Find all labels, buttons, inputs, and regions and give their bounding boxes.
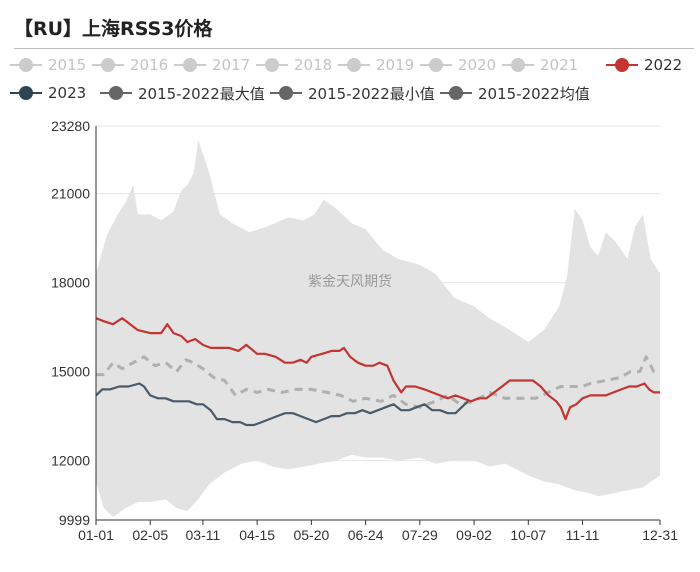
x-tick-label: 06-24 [348, 527, 384, 543]
y-tick-label: 21000 [51, 186, 90, 202]
legend-marker-icon [606, 57, 638, 73]
legend-item-2016[interactable]: 2016 [92, 52, 168, 78]
legend-marker-icon [100, 85, 132, 101]
watermark: 紫金天风期货 [308, 273, 392, 290]
x-tick-label: 12-31 [642, 527, 678, 543]
x-tick-label: 10-07 [510, 527, 546, 543]
legend-item-2020[interactable]: 2020 [420, 52, 496, 78]
legend-marker-icon [174, 57, 206, 73]
legend-item-2015-2022最大值[interactable]: 2015-2022最大值 [100, 80, 265, 106]
series-line-2022 [95, 317, 660, 421]
legend-label: 2015-2022最大值 [138, 84, 265, 103]
legend-item-2015-2022均值[interactable]: 2015-2022均值 [440, 80, 590, 106]
legend-marker-icon [420, 57, 452, 73]
legend-label: 2015 [48, 56, 87, 74]
legend-label: 2021 [540, 56, 579, 74]
x-tick-label: 09-02 [456, 527, 492, 543]
series-line-2023 [95, 382, 469, 427]
legend-label: 2022 [644, 56, 683, 74]
x-tick-label: 11-11 [566, 527, 600, 543]
legend-item-2018[interactable]: 2018 [256, 52, 332, 78]
legend-marker-icon [92, 57, 124, 73]
chart-title: 【RU】上海RSS3价格 [14, 18, 213, 40]
x-tick-label: 01-01 [78, 527, 114, 543]
legend: 2015 2016 2017 2018 2019 2020 2021 2022 2023 2015… [0, 50, 700, 112]
x-tick-label: 07-29 [402, 527, 438, 543]
y-tick-label: 12000 [51, 453, 90, 469]
legend-label: 2018 [294, 56, 333, 74]
legend-item-2022[interactable]: 2022 [606, 52, 682, 78]
title-divider [14, 48, 694, 49]
y-tick-label: 23280 [51, 118, 90, 134]
legend-marker-icon [338, 57, 370, 73]
legend-item-2015-2022最小值[interactable]: 2015-2022最小值 [270, 80, 435, 106]
legend-item-2019[interactable]: 2019 [338, 52, 414, 78]
legend-marker-icon [440, 85, 472, 101]
legend-label: 2015-2022均值 [478, 84, 590, 103]
legend-item-2017[interactable]: 2017 [174, 52, 250, 78]
legend-label: 2023 [48, 84, 87, 102]
legend-marker-icon [270, 85, 302, 101]
legend-label: 2019 [376, 56, 415, 74]
legend-label: 2020 [458, 56, 497, 74]
x-tick-label: 03-11 [186, 527, 221, 543]
x-tick-label: 02-05 [132, 527, 168, 543]
legend-label: 2017 [212, 56, 251, 74]
legend-label: 2016 [130, 56, 169, 74]
x-tick-label: 04-15 [239, 527, 275, 543]
legend-marker-icon [502, 57, 534, 73]
legend-item-2023[interactable]: 2023 [10, 80, 86, 106]
legend-item-2015[interactable]: 2015 [10, 52, 86, 78]
legend-item-2021[interactable]: 2021 [502, 52, 578, 78]
legend-marker-icon [10, 85, 42, 101]
y-tick-label: 18000 [51, 275, 90, 291]
x-tick-label: 05-20 [293, 527, 329, 543]
legend-marker-icon [10, 57, 42, 73]
legend-marker-icon [256, 57, 288, 73]
y-tick-label: 15000 [51, 364, 90, 380]
title-bar: 【RU】上海RSS3价格 [0, 0, 700, 49]
series-line-2015-2022均值 [96, 355, 660, 409]
legend-label: 2015-2022最小值 [308, 84, 435, 103]
y-tick-label: 9999 [59, 512, 90, 528]
